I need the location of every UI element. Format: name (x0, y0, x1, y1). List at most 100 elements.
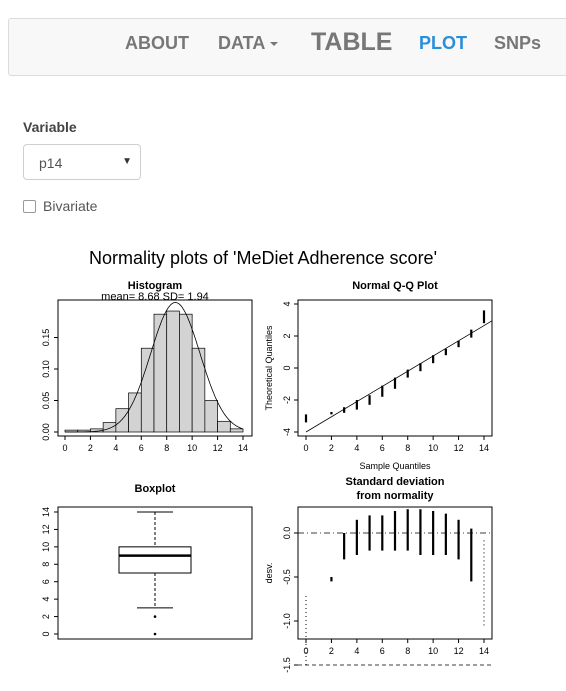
histogram-subtitle: mean= 8.68 SD= 1.94 (101, 291, 209, 303)
qq-y-label: Theoretical Quantiles (264, 325, 274, 411)
deviation-y-tick-label: -0.5 (282, 569, 292, 585)
qq-x-tick-label: 0 (303, 443, 308, 453)
histogram-x-tick-label: 12 (213, 443, 223, 453)
histogram-bar (102, 422, 117, 433)
qq-y-tick-label: 0 (282, 365, 292, 370)
deviation-points (305, 509, 485, 665)
histogram-x-tick-label: 4 (113, 443, 118, 453)
qq-y-tick-label: -2 (282, 396, 292, 404)
boxplot-title: Boxplot (135, 483, 176, 495)
histogram-y-tick-label: 0.15 (41, 329, 51, 347)
boxplot-y-tick-label: 4 (41, 597, 51, 602)
deviation-title-line2: from normality (356, 490, 434, 502)
navbar: ABOUT DATA TABLE PLOT SNPs (8, 18, 566, 76)
deviation-y-label: desv. (264, 563, 274, 584)
histogram-bar (179, 313, 193, 433)
histogram-x-axis: 0 2 4 6 8 10 12 14 (62, 435, 248, 453)
nav-data-dropdown[interactable]: DATA (218, 33, 279, 54)
normality-plots-figure: Normality plots of 'MeDiet Adherence sco… (41, 248, 493, 673)
deviation-x-tick-label: 4 (354, 646, 359, 656)
nav-snps[interactable]: SNPs (494, 33, 542, 53)
histogram-x-tick-label: 14 (238, 443, 248, 453)
histogram-bar (115, 408, 129, 433)
histogram-bars (64, 310, 244, 433)
boxplot-y-tick-label: 0 (41, 631, 51, 636)
qq-x-tick-label: 12 (454, 443, 464, 453)
deviation-y-tick-label: -1.0 (282, 613, 292, 629)
nav-plot[interactable]: PLOT (419, 33, 467, 53)
qq-frame (297, 299, 493, 437)
deviation-x-tick-label: 10 (428, 646, 438, 656)
qq-x-tick-label: 2 (329, 443, 334, 453)
deviation-x-axis: 0 2 4 6 8 10 12 14 (303, 638, 489, 656)
deviation-y-tick-label: 0.0 (282, 527, 292, 540)
deviation-x-tick-label: 0 (303, 646, 308, 656)
boxplot-shapes (118, 511, 192, 636)
deviation-x-tick-label: 12 (454, 646, 464, 656)
boxplot-y-axis: 0 2 4 6 8 10 12 14 (41, 507, 58, 637)
qq-y-tick-label: 2 (282, 333, 292, 338)
histogram-x-tick-label: 10 (187, 443, 197, 453)
nav-about[interactable]: ABOUT (125, 33, 189, 53)
boxplot-y-tick-label: 8 (41, 562, 51, 567)
histogram-title: Histogram (128, 280, 183, 292)
caret-down-icon (270, 42, 279, 47)
histogram-bar (191, 347, 206, 433)
qq-panel: Normal Q-Q Plot 0 2 4 6 8 10 12 14 -4 -2 0 2 4 Samp… (264, 280, 493, 471)
deviation-y-tick-label: -1.5 (282, 657, 292, 673)
histogram-bar (217, 420, 231, 433)
boxplot-frame (57, 506, 253, 640)
qq-x-label: Sample Quantiles (359, 461, 431, 471)
bivariate-checkbox[interactable] (23, 200, 36, 213)
histogram-x-tick-label: 8 (164, 443, 169, 453)
variable-select[interactable]: p14 ▼ (23, 144, 141, 180)
histogram-x-tick-label: 2 (88, 443, 93, 453)
boxplot-y-tick-label: 14 (41, 507, 51, 517)
qq-x-tick-label: 4 (354, 443, 359, 453)
histogram-bar (204, 400, 218, 433)
figure-title: Normality plots of 'MeDiet Adherence sco… (89, 248, 437, 268)
variable-label: Variable (23, 119, 77, 135)
qq-x-tick-label: 6 (380, 443, 385, 453)
qq-points (304, 310, 486, 423)
deviation-x-tick-label: 14 (479, 646, 489, 656)
histogram-y-tick-label: 0.10 (41, 360, 51, 378)
boxplot-panel: Boxplot 0 2 4 6 8 10 12 14 (41, 483, 253, 640)
boxplot-y-tick-label: 6 (41, 579, 51, 584)
boxplot-y-tick-label: 12 (41, 524, 51, 534)
bivariate-label[interactable]: Bivariate (43, 198, 98, 214)
histogram-x-tick-label: 0 (62, 443, 67, 453)
qq-x-tick-label: 14 (479, 443, 489, 453)
qq-reference-line (305, 320, 493, 433)
qq-x-tick-label: 8 (405, 443, 410, 453)
deviation-x-tick-label: 6 (380, 646, 385, 656)
qq-y-tick-label: -4 (282, 428, 292, 436)
qq-y-tick-label: 4 (282, 301, 292, 306)
boxplot-outlier (153, 632, 157, 636)
histogram-y-axis: 0.00 0.05 0.10 0.15 (41, 329, 58, 441)
qq-title: Normal Q-Q Plot (352, 280, 438, 292)
histogram-bar (166, 310, 180, 433)
deviation-title: Standard deviation (345, 476, 444, 488)
qq-x-tick-label: 10 (428, 443, 438, 453)
variable-select-value: p14 (39, 155, 63, 171)
boxplot-outlier (153, 615, 157, 618)
deviation-x-tick-label: 2 (329, 646, 334, 656)
boxplot-y-tick-label: 10 (41, 542, 51, 552)
histogram-x-tick-label: 6 (139, 443, 144, 453)
histogram-y-tick-label: 0.00 (41, 423, 51, 441)
histogram-bar (153, 313, 168, 433)
histogram-panel: Histogram mean= 8.68 SD= 1.94 0 2 4 6 8 10 12 1… (41, 280, 253, 453)
boxplot-y-tick-label: 2 (41, 614, 51, 619)
boxplot-box (118, 546, 192, 574)
deviation-panel: Standard deviation from normality 0 2 4 6 8 1… (264, 476, 493, 673)
histogram-bar (229, 428, 244, 433)
nav-table[interactable]: TABLE (311, 28, 393, 56)
deviation-x-tick-label: 8 (405, 646, 410, 656)
nav-data-label: DATA (218, 33, 266, 53)
histogram-normal-curve (65, 302, 244, 433)
histogram-bar (140, 347, 155, 433)
qq-y-axis: -4 -2 0 2 4 (282, 301, 298, 436)
triangle-down-icon: ▼ (122, 156, 132, 167)
deviation-y-axis: 0.0 -0.5 -1.0 -1.5 (282, 527, 298, 673)
